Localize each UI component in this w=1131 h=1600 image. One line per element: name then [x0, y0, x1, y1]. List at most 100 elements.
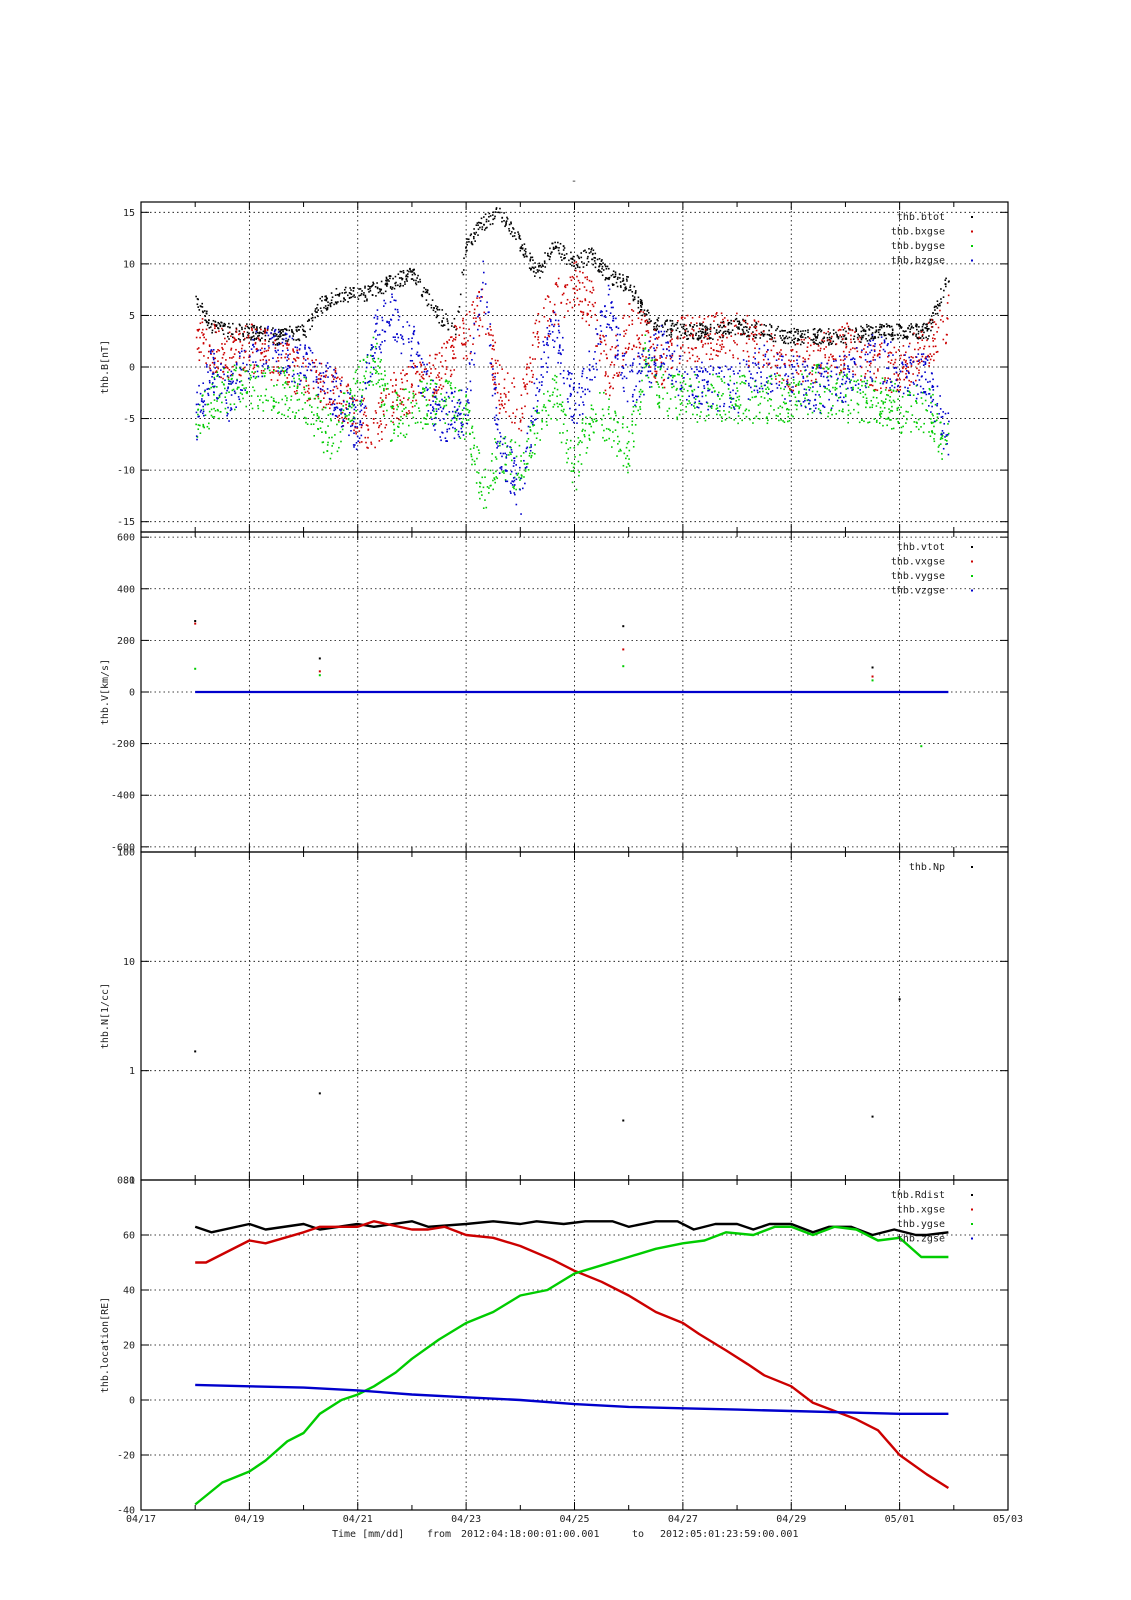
data-point — [912, 333, 914, 336]
data-point — [844, 338, 847, 340]
data-point — [808, 337, 811, 340]
data-point — [282, 328, 284, 331]
data-point — [813, 364, 815, 366]
data-point — [284, 356, 286, 359]
data-point — [529, 356, 531, 359]
data-point — [550, 417, 552, 420]
data-point — [557, 405, 559, 408]
data-point — [540, 428, 543, 430]
data-point — [524, 388, 527, 390]
data-point — [519, 488, 521, 491]
data-point — [599, 343, 602, 345]
data-point — [662, 362, 665, 364]
data-point — [405, 278, 408, 280]
data-point — [656, 403, 659, 405]
data-point — [668, 334, 671, 336]
data-point — [486, 306, 488, 308]
data-point — [279, 333, 281, 336]
data-point — [762, 354, 765, 357]
data-point — [224, 366, 227, 369]
data-point — [311, 313, 313, 315]
data-point — [910, 323, 912, 325]
data-point — [603, 335, 605, 338]
data-point — [883, 334, 886, 337]
data-point — [842, 375, 845, 378]
data-point — [428, 375, 431, 378]
data-point — [475, 482, 478, 484]
data-point — [924, 357, 927, 360]
data-point — [908, 345, 910, 348]
data-point — [841, 401, 843, 403]
data-point — [430, 379, 433, 381]
data-point — [563, 316, 566, 319]
data-point — [207, 357, 209, 359]
data-point — [694, 373, 697, 376]
data-point — [590, 248, 593, 251]
data-point — [443, 324, 446, 327]
data-point — [247, 377, 250, 380]
data-point — [547, 344, 549, 347]
data-point — [277, 366, 280, 368]
data-point — [211, 331, 213, 334]
data-point — [727, 331, 730, 333]
data-point — [881, 324, 883, 326]
data-point — [815, 336, 817, 338]
data-point — [359, 421, 362, 424]
data-point — [631, 319, 634, 322]
data-point — [506, 446, 508, 448]
data-point — [486, 301, 488, 304]
data-point — [217, 327, 220, 330]
data-point — [709, 365, 712, 367]
data-point — [423, 368, 426, 371]
data-point — [691, 326, 694, 328]
data-point — [392, 408, 395, 410]
data-point — [828, 344, 830, 346]
data-point — [581, 441, 583, 444]
data-point — [333, 386, 336, 388]
data-point — [654, 359, 656, 361]
data-point — [510, 446, 512, 449]
data-point — [289, 353, 291, 355]
data-point — [924, 327, 926, 329]
data-point — [275, 333, 278, 336]
data-point — [363, 411, 366, 414]
data-point — [540, 270, 542, 272]
data-point — [199, 392, 202, 395]
data-point — [787, 385, 790, 388]
data-point — [655, 370, 658, 373]
data-point — [535, 437, 538, 440]
data-point — [878, 422, 881, 424]
data-point — [208, 427, 210, 430]
data-point — [811, 370, 814, 372]
data-point — [867, 386, 870, 388]
data-point — [362, 413, 365, 416]
data-point — [206, 364, 208, 366]
data-point — [934, 305, 936, 308]
data-point — [585, 251, 588, 254]
data-point — [641, 334, 643, 336]
data-point — [250, 326, 253, 329]
data-point — [709, 323, 712, 326]
data-point — [318, 417, 320, 420]
data-point — [796, 371, 798, 374]
data-point — [243, 349, 246, 352]
data-point — [457, 430, 460, 433]
data-point — [628, 458, 630, 460]
data-point — [393, 299, 396, 302]
data-point — [499, 393, 502, 395]
data-point — [614, 412, 617, 414]
data-point — [858, 335, 861, 337]
data-point — [865, 351, 867, 354]
data-point — [366, 424, 369, 427]
data-point — [742, 359, 745, 361]
data-point — [440, 377, 443, 380]
data-point — [246, 331, 249, 334]
data-point — [777, 407, 780, 409]
data-point — [430, 416, 432, 419]
data-point — [213, 352, 215, 355]
data-point — [553, 303, 556, 306]
data-point — [256, 370, 259, 373]
data-point — [646, 374, 649, 377]
data-point — [622, 274, 624, 276]
data-point — [918, 361, 921, 364]
